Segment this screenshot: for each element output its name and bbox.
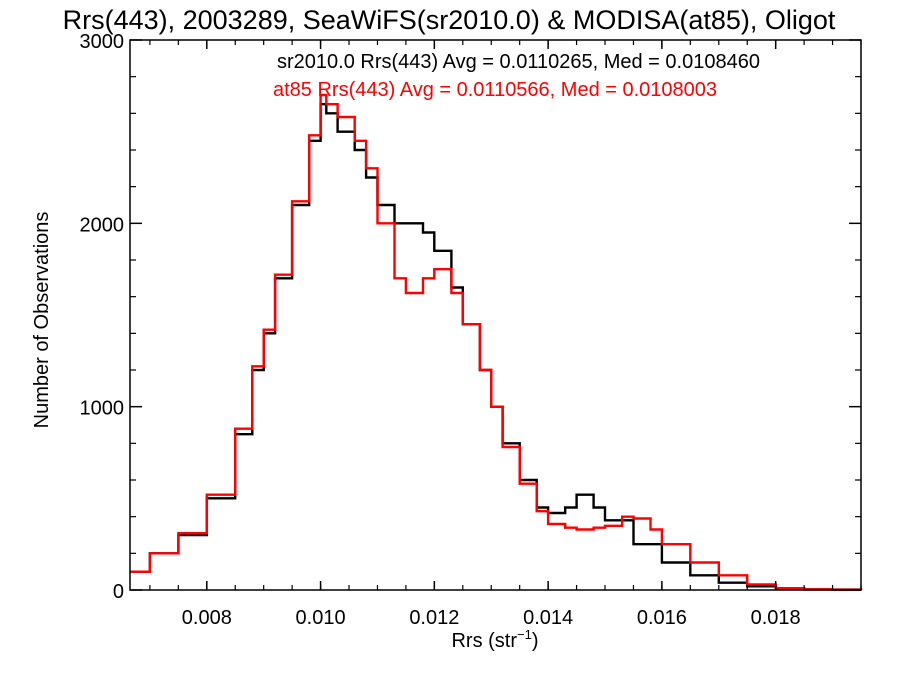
x-tick-label: 0.016 bbox=[637, 607, 687, 629]
x-axis-label: Rrs (str−1) bbox=[451, 627, 538, 652]
y-axis-label: Number of Observations bbox=[31, 212, 53, 429]
series-line-1 bbox=[130, 103, 863, 591]
x-tick-label: 0.014 bbox=[523, 607, 573, 629]
series-layer bbox=[130, 93, 863, 591]
y-tick-label: 3000 bbox=[80, 31, 125, 53]
series-line-2 bbox=[130, 93, 863, 591]
plot-area: 0.008 0.010 0.012 0.014 0.016 0.018 0 1000 2000… bbox=[80, 31, 863, 629]
legend-entry-sr2010: sr2010.0 Rrs(443) Avg = 0.0110265, Med =… bbox=[277, 51, 760, 73]
y-axis-ticks: 0 1000 2000 3000 bbox=[80, 31, 861, 603]
x-tick-label: 0.010 bbox=[296, 607, 346, 629]
y-tick-label: 0 bbox=[113, 581, 124, 603]
y-tick-label: 2000 bbox=[80, 214, 125, 236]
plot-frame bbox=[129, 39, 862, 591]
y-tick-label: 1000 bbox=[80, 398, 125, 420]
x-tick-label: 0.012 bbox=[409, 607, 459, 629]
x-tick-label: 0.008 bbox=[182, 607, 232, 629]
legend-entry-at85: at85 Rrs(443) Avg = 0.0110566, Med = 0.0… bbox=[273, 79, 717, 101]
x-axis-label-superscript: −1 bbox=[517, 627, 532, 642]
x-axis-label-close: ) bbox=[532, 630, 539, 652]
x-axis-ticks: 0.008 0.010 0.012 0.014 0.016 0.018 bbox=[149, 40, 862, 629]
chart-title: Rrs(443), 2003289, SeaWiFS(sr2010.0) & M… bbox=[63, 5, 836, 35]
x-tick-label: 0.018 bbox=[751, 607, 801, 629]
x-axis-label-main: Rrs (str bbox=[451, 630, 517, 652]
